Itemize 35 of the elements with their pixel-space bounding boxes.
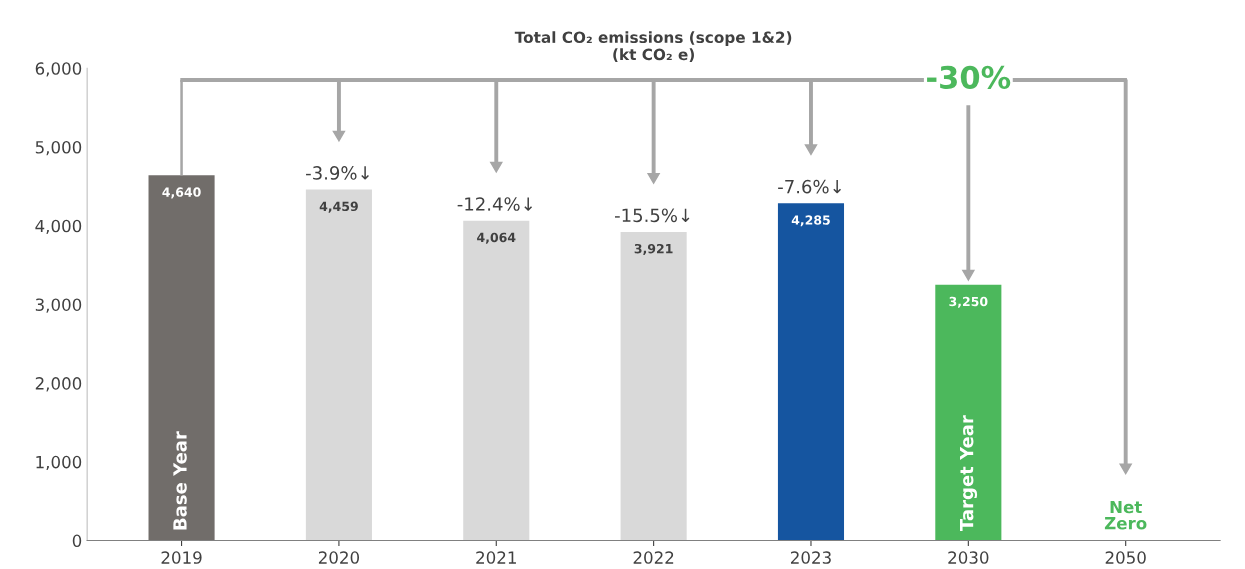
annotation: -15.5%↓ xyxy=(615,208,690,223)
y-tick-label: 2,000 xyxy=(35,377,82,392)
x-tick-label: 2021 xyxy=(476,551,516,564)
x-tick-label: 2022 xyxy=(633,551,674,564)
x-tick-label: 2030 xyxy=(948,551,989,564)
data-label: 3,250 xyxy=(949,296,988,308)
x-tick-label: 2023 xyxy=(790,551,831,564)
annotation: -12.4%↓ xyxy=(457,197,533,211)
y-tick-label: 0 xyxy=(72,534,82,548)
bar xyxy=(463,220,530,541)
data-label: 4,640 xyxy=(162,187,201,199)
data-label: 3,921 xyxy=(634,243,673,255)
y-tick-label: 5,000 xyxy=(35,140,82,156)
y-tick-label: 4,000 xyxy=(35,219,82,234)
x-tick-label: 2019 xyxy=(161,551,202,564)
y-tick-label: 3,000 xyxy=(35,298,82,313)
bar xyxy=(305,189,372,541)
y-tick-label: 6,000 xyxy=(35,62,82,77)
x-tick-label: 2020 xyxy=(318,551,360,564)
annotation: Net Zero xyxy=(1104,500,1147,530)
y-tick-label: 1,000 xyxy=(36,455,82,471)
annotation: Target Year xyxy=(960,415,978,532)
bar xyxy=(777,203,845,541)
data-label: 4,285 xyxy=(791,215,830,227)
annotation: -30% xyxy=(927,65,1011,89)
data-label: 4,064 xyxy=(477,232,516,244)
annotation: -7.6%↓ xyxy=(778,179,842,194)
x-tick-label: 2050 xyxy=(1105,551,1146,564)
annotation: Base Year xyxy=(173,431,187,530)
bar xyxy=(620,231,687,541)
annotation: -3.9%↓ xyxy=(306,166,369,180)
bar xyxy=(148,175,215,541)
chart-title: Total CO₂ emissions (scope 1&2) (kt CO₂ e) xyxy=(514,31,792,62)
bar xyxy=(935,284,1002,541)
data-label: 4,459 xyxy=(319,201,358,213)
